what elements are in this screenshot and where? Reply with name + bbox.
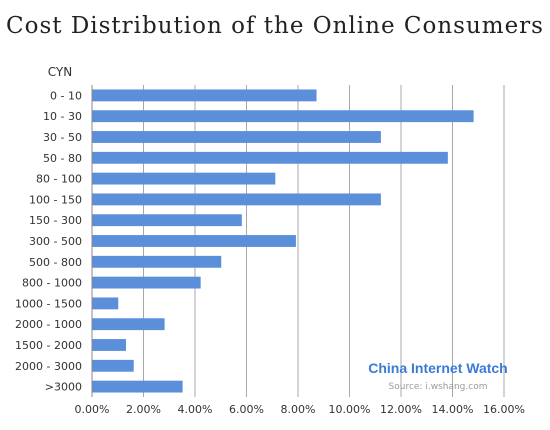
category-label: 50 - 80 xyxy=(43,152,82,165)
bar xyxy=(92,89,317,102)
x-tick-label: 4.00% xyxy=(178,403,213,416)
category-label: 80 - 100 xyxy=(36,173,82,186)
bar xyxy=(92,131,381,143)
x-tick-label: 8.00% xyxy=(281,403,316,416)
watermark-source: Source: i.wshang.com xyxy=(389,382,488,392)
bar xyxy=(92,339,126,351)
category-label: 10 - 30 xyxy=(43,110,82,123)
x-tick-label: 10.00% xyxy=(329,403,371,416)
category-label: 300 - 500 xyxy=(29,235,82,248)
x-tick-label: 12.00% xyxy=(380,403,422,416)
bar xyxy=(92,214,242,227)
category-label: 500 - 800 xyxy=(29,256,82,269)
category-label: 150 - 300 xyxy=(29,214,82,227)
category-label: 30 - 50 xyxy=(43,131,82,144)
x-tick-label: 2.00% xyxy=(126,403,161,416)
category-label: 0 - 10 xyxy=(50,89,82,102)
bar xyxy=(92,318,165,331)
bar xyxy=(92,380,183,393)
category-label: 1500 - 2000 xyxy=(15,339,82,352)
chart-title: Cost Distribution of the Online Consumer… xyxy=(6,13,544,39)
bar xyxy=(92,110,474,123)
x-tick-label: 16.00% xyxy=(483,403,525,416)
bar xyxy=(92,255,222,268)
category-label: 100 - 150 xyxy=(29,193,82,206)
x-tick-labels: 0.00% 2.00% 4.00% 6.00% 8.00% 10.00% 12.00% 14.… xyxy=(75,403,525,416)
x-tick-label: 6.00% xyxy=(229,403,264,416)
bar xyxy=(92,276,201,289)
watermark-title: China Internet Watch xyxy=(368,360,508,376)
bar xyxy=(92,151,448,164)
y-axis-unit-label: CYN xyxy=(48,65,72,79)
bar xyxy=(92,359,134,372)
category-labels: 0 - 10 10 - 30 30 - 50 50 - 80 80 - 100 100 -… xyxy=(15,89,82,393)
category-label: 1000 - 1500 xyxy=(15,297,82,310)
bar xyxy=(92,297,119,310)
bar xyxy=(92,235,296,247)
category-label: >3000 xyxy=(45,381,82,394)
x-tick-label: 0.00% xyxy=(75,403,110,416)
x-tick-label: 14.00% xyxy=(432,403,474,416)
bar xyxy=(92,172,276,185)
category-label: 800 - 1000 xyxy=(22,277,82,290)
bar xyxy=(92,193,381,206)
watermark: China Internet Watch Source: i.wshang.co… xyxy=(368,360,508,392)
bars xyxy=(92,89,474,393)
category-label: 2000 - 3000 xyxy=(15,360,82,373)
category-label: 2000 - 1000 xyxy=(15,318,82,331)
